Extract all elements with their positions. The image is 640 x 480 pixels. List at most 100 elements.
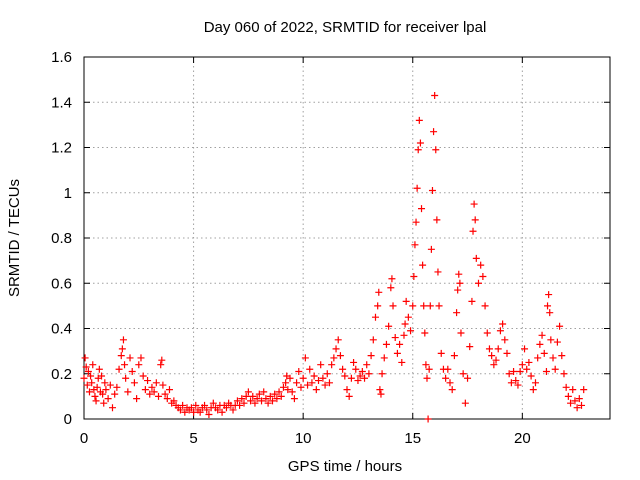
data-point	[551, 365, 559, 373]
data-point	[209, 399, 217, 407]
data-point	[268, 397, 276, 405]
data-point	[203, 406, 211, 414]
data-point	[176, 406, 184, 414]
data-point	[516, 367, 524, 375]
x-axis-label: GPS time / hours	[288, 458, 402, 475]
data-point	[152, 379, 160, 387]
data-point	[81, 354, 89, 362]
data-point	[352, 365, 360, 373]
data-point	[115, 365, 123, 373]
data-point	[434, 268, 442, 276]
data-point	[290, 395, 298, 403]
data-point	[181, 408, 189, 416]
data-point	[253, 395, 261, 403]
x-tick-label: 10	[295, 430, 312, 447]
data-point	[286, 374, 294, 382]
data-point	[404, 313, 412, 321]
data-point	[238, 395, 246, 403]
data-point	[273, 395, 281, 403]
data-point	[457, 329, 465, 337]
data-point	[130, 379, 138, 387]
data-point	[546, 309, 554, 317]
data-point	[418, 205, 426, 213]
data-point	[409, 302, 417, 310]
x-tick-label: 20	[514, 430, 531, 447]
data-point	[507, 379, 515, 387]
data-point	[80, 374, 88, 382]
data-point	[249, 392, 257, 400]
grid	[84, 57, 610, 419]
data-point	[354, 377, 362, 385]
data-point	[336, 352, 344, 360]
data-point	[560, 370, 568, 378]
data-point	[442, 374, 450, 382]
data-point	[538, 331, 546, 339]
y-tick-label: 0.6	[51, 275, 72, 292]
data-point	[84, 367, 92, 375]
y-tick-label: 1.2	[51, 140, 72, 157]
data-point	[150, 388, 158, 396]
data-series-srmtid	[80, 91, 588, 423]
data-point	[562, 383, 570, 391]
data-point	[218, 408, 226, 416]
data-point	[567, 399, 575, 407]
data-point	[83, 381, 91, 389]
data-point	[400, 331, 408, 339]
data-point	[284, 386, 292, 394]
data-point	[345, 392, 353, 400]
data-point	[288, 388, 296, 396]
data-point	[258, 397, 266, 405]
data-point	[306, 365, 314, 373]
data-point	[144, 377, 152, 385]
data-point	[540, 349, 548, 357]
data-point	[139, 372, 147, 380]
chart-title: Day 060 of 2022, SRMTID for receiver lpa…	[204, 19, 487, 36]
data-point	[514, 381, 522, 389]
data-point	[187, 404, 195, 412]
data-point	[365, 370, 373, 378]
data-point	[510, 367, 518, 375]
data-point	[578, 401, 586, 409]
data-point	[236, 401, 244, 409]
data-point	[363, 361, 371, 369]
data-point	[424, 415, 432, 423]
data-point	[477, 261, 485, 269]
data-point	[459, 370, 467, 378]
data-point	[85, 388, 93, 396]
data-point	[564, 392, 572, 400]
data-point	[494, 345, 502, 353]
data-point	[297, 383, 305, 391]
data-point	[192, 401, 200, 409]
data-point	[317, 361, 325, 369]
data-point	[343, 386, 351, 394]
data-point	[450, 352, 458, 360]
y-tick-label: 0.2	[51, 366, 72, 383]
data-point	[277, 392, 285, 400]
data-point	[414, 146, 422, 154]
data-point	[242, 392, 250, 400]
data-point	[371, 313, 379, 321]
data-point	[91, 392, 99, 400]
data-point	[426, 302, 434, 310]
data-point	[472, 254, 480, 262]
data-point	[398, 358, 406, 366]
data-point	[391, 334, 399, 342]
data-point	[100, 399, 108, 407]
data-point	[93, 383, 101, 391]
data-point	[330, 354, 338, 362]
data-point	[271, 390, 279, 398]
data-point	[464, 374, 472, 382]
data-point	[82, 363, 90, 371]
data-point	[128, 367, 136, 375]
data-point	[416, 139, 424, 147]
data-point	[428, 186, 436, 194]
data-point	[155, 392, 163, 400]
data-point	[88, 379, 96, 387]
data-point	[141, 386, 149, 394]
data-point	[490, 361, 498, 369]
y-tick-label: 0.8	[51, 230, 72, 247]
data-point	[118, 345, 126, 353]
data-point	[420, 302, 428, 310]
data-point	[98, 372, 106, 380]
